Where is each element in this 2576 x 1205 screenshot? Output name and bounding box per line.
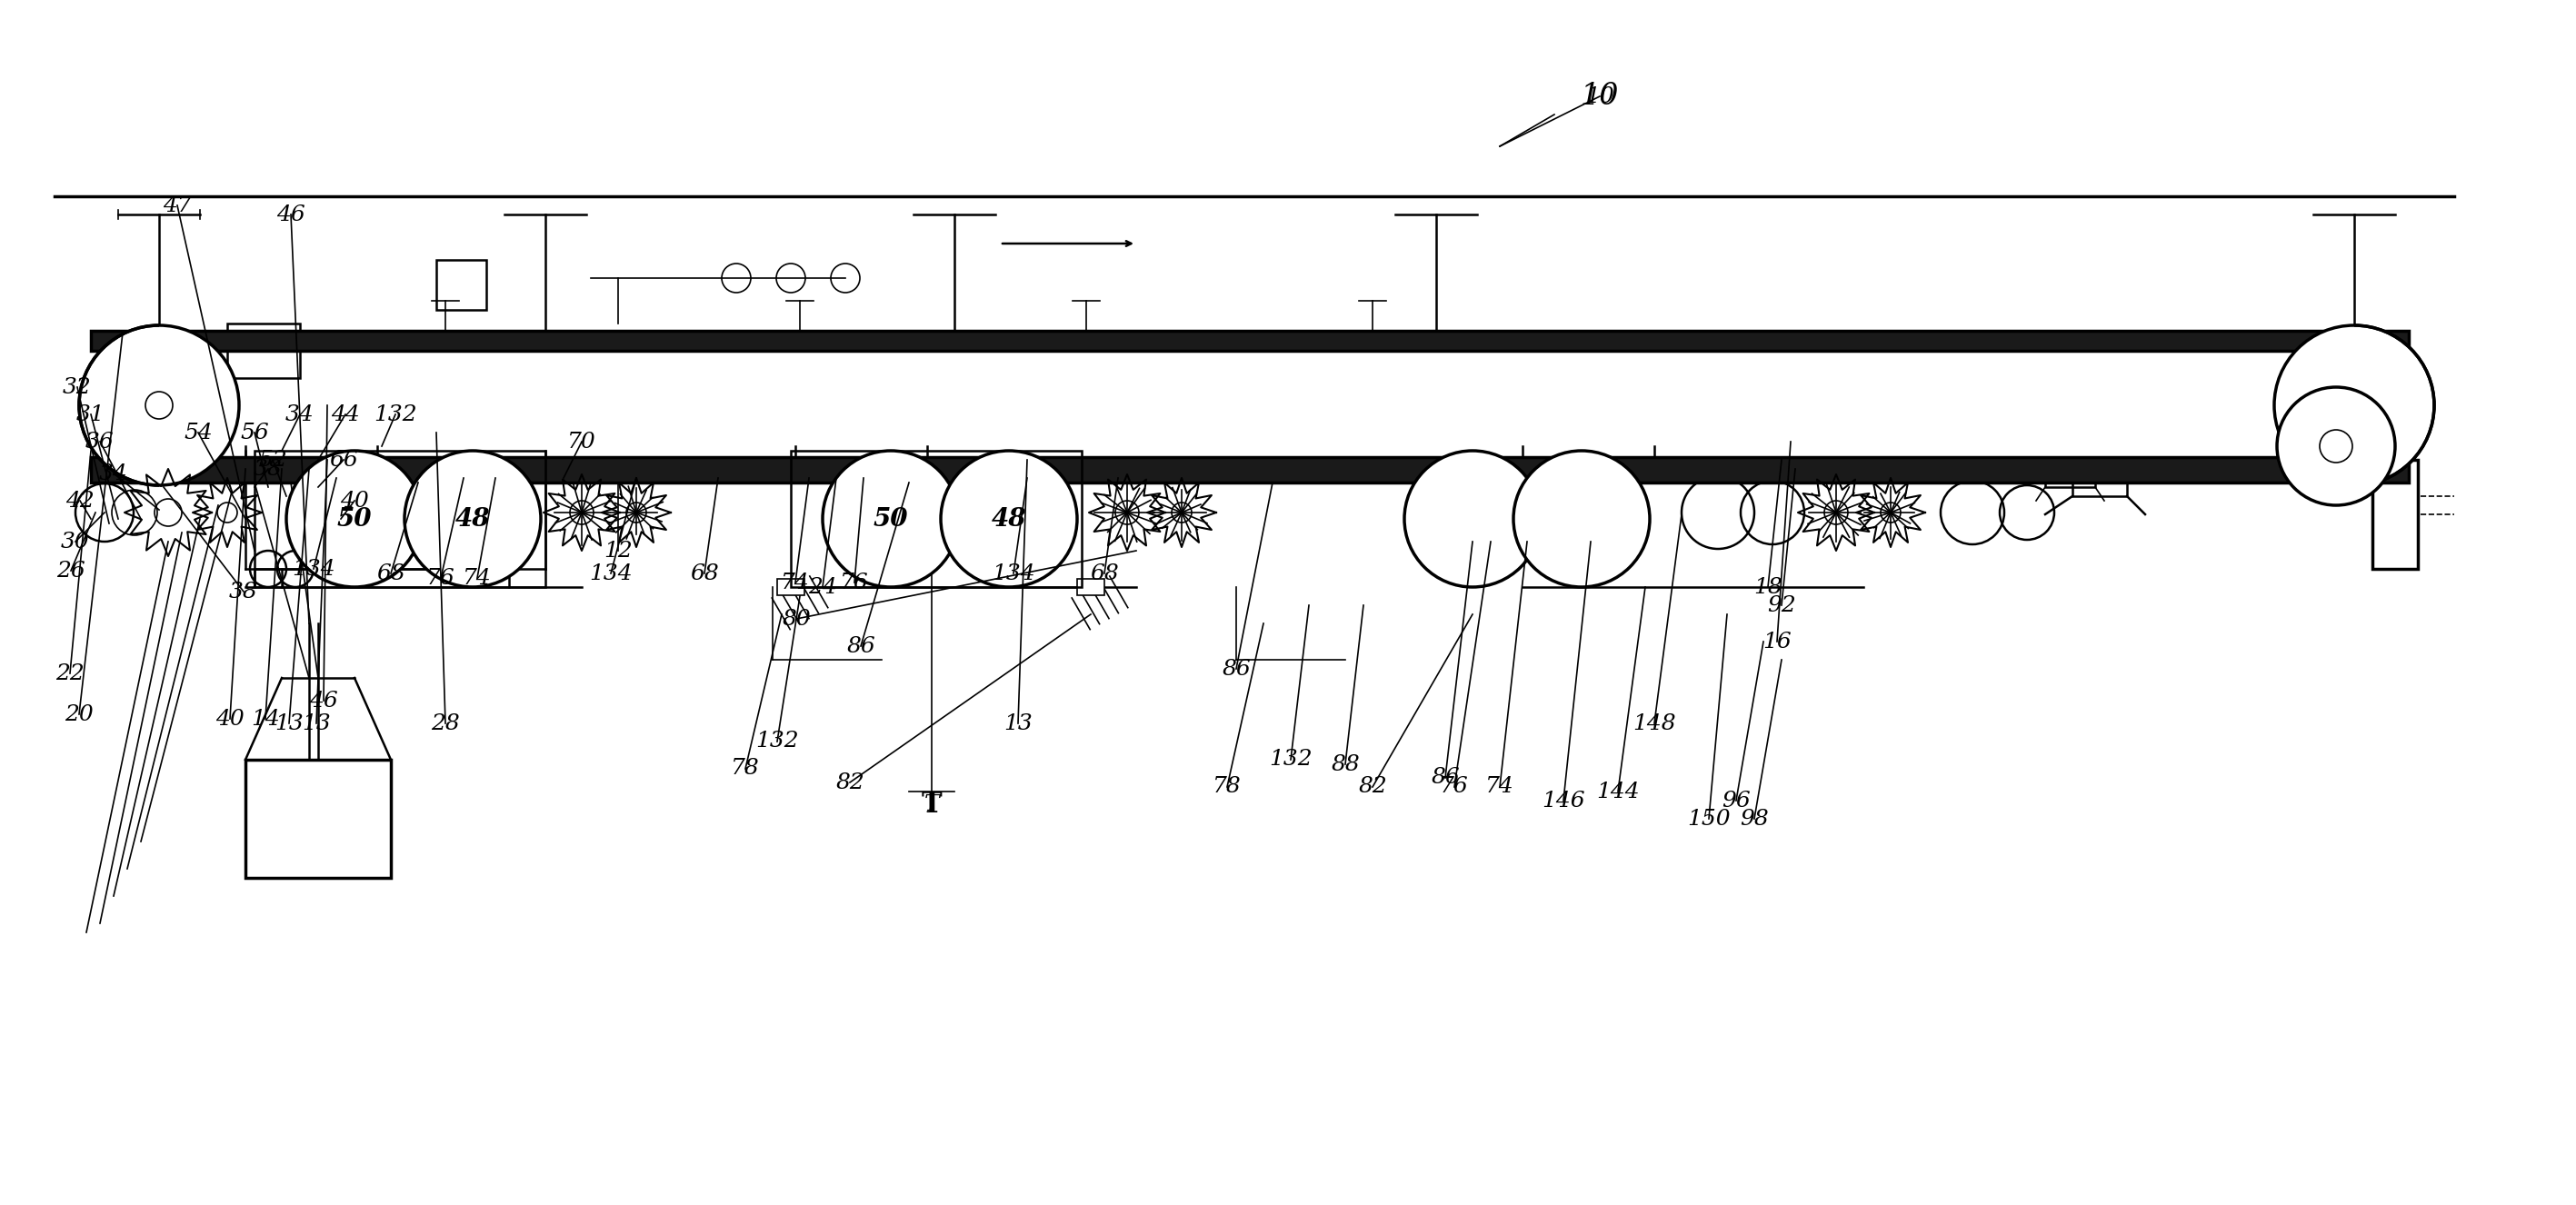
Text: 12: 12 <box>603 540 634 562</box>
Text: 22: 22 <box>57 663 85 683</box>
Bar <box>90 457 2409 482</box>
Text: 48: 48 <box>456 506 489 531</box>
Text: 13: 13 <box>1005 713 1033 734</box>
Text: T: T <box>925 795 940 816</box>
Text: 20: 20 <box>64 704 93 724</box>
Text: 13: 13 <box>276 713 304 734</box>
Text: 88: 88 <box>1332 754 1360 775</box>
Circle shape <box>1404 451 1540 587</box>
Text: 96: 96 <box>1721 790 1752 811</box>
Bar <box>227 323 299 378</box>
Text: 50: 50 <box>337 506 371 531</box>
Text: 78: 78 <box>1213 776 1242 798</box>
Text: 54: 54 <box>183 422 214 443</box>
Text: 50: 50 <box>873 506 909 531</box>
Text: 74: 74 <box>1486 776 1515 798</box>
Circle shape <box>2277 387 2396 505</box>
Text: 47: 47 <box>162 195 191 216</box>
Bar <box>255 451 546 587</box>
Text: 46: 46 <box>309 690 337 711</box>
Circle shape <box>286 451 422 587</box>
Text: 40: 40 <box>216 709 245 729</box>
Text: 32: 32 <box>62 377 93 398</box>
Text: 82: 82 <box>835 772 866 793</box>
Circle shape <box>940 451 1077 587</box>
Bar <box>245 759 392 878</box>
Text: 28: 28 <box>430 713 461 734</box>
Text: 86: 86 <box>1430 768 1461 788</box>
Text: 134: 134 <box>590 563 634 584</box>
Text: 24: 24 <box>809 577 837 598</box>
Text: 26: 26 <box>57 560 85 581</box>
Text: 56: 56 <box>240 422 268 443</box>
Text: 146: 146 <box>1543 790 1584 811</box>
Text: 132: 132 <box>755 731 799 752</box>
Circle shape <box>404 451 541 587</box>
Text: 76: 76 <box>428 568 456 588</box>
Text: 76: 76 <box>1440 776 1468 798</box>
Text: 92: 92 <box>1767 595 1795 616</box>
Text: 68: 68 <box>1090 563 1118 584</box>
Text: 134: 134 <box>992 563 1036 584</box>
Bar <box>2074 482 2128 496</box>
Bar <box>791 451 1082 587</box>
Text: 13: 13 <box>301 713 330 734</box>
Text: 44: 44 <box>330 404 361 425</box>
Text: 38: 38 <box>252 458 283 480</box>
Text: 148: 148 <box>1633 713 1677 734</box>
Text: 70: 70 <box>567 431 595 452</box>
Bar <box>778 578 804 595</box>
Bar <box>435 260 487 310</box>
Text: 18: 18 <box>1754 577 1783 598</box>
Text: 86: 86 <box>848 636 876 657</box>
Text: 16: 16 <box>1762 631 1790 652</box>
Text: 34: 34 <box>286 404 314 425</box>
Circle shape <box>822 451 958 587</box>
Text: 48: 48 <box>992 506 1025 531</box>
Bar <box>1077 578 1105 595</box>
Text: 40: 40 <box>340 490 368 511</box>
Circle shape <box>1515 451 1649 587</box>
Text: T: T <box>922 790 943 819</box>
Text: 66: 66 <box>330 449 358 470</box>
Text: 42: 42 <box>64 490 95 511</box>
Text: 74: 74 <box>464 568 492 588</box>
Text: 68: 68 <box>376 563 404 584</box>
Bar <box>2045 460 2094 487</box>
Circle shape <box>80 325 240 486</box>
Text: 68: 68 <box>690 563 719 584</box>
Text: 36: 36 <box>85 431 113 452</box>
Text: 86: 86 <box>1221 658 1249 680</box>
Text: 10: 10 <box>1584 86 1615 107</box>
Text: 34: 34 <box>100 463 129 484</box>
Text: 14: 14 <box>250 709 281 729</box>
Text: 82: 82 <box>1358 776 1386 798</box>
Text: 98: 98 <box>1739 809 1770 829</box>
Text: 134: 134 <box>291 558 335 580</box>
Text: 76: 76 <box>840 572 868 593</box>
Text: 150: 150 <box>1687 809 1731 829</box>
Text: 10: 10 <box>1582 82 1620 111</box>
Text: 52: 52 <box>258 449 286 470</box>
Text: 132: 132 <box>1270 750 1311 770</box>
Circle shape <box>2275 325 2434 486</box>
Bar <box>2372 460 2419 569</box>
Bar <box>90 331 2409 351</box>
Text: 30: 30 <box>62 531 90 552</box>
Text: 78: 78 <box>732 758 760 780</box>
Text: 144: 144 <box>1597 781 1638 803</box>
Text: 74: 74 <box>781 572 809 593</box>
Text: 31: 31 <box>77 404 106 425</box>
Text: 46: 46 <box>276 204 307 225</box>
Text: 80: 80 <box>783 609 811 629</box>
Text: 38: 38 <box>229 581 258 602</box>
Text: 132: 132 <box>374 404 417 425</box>
